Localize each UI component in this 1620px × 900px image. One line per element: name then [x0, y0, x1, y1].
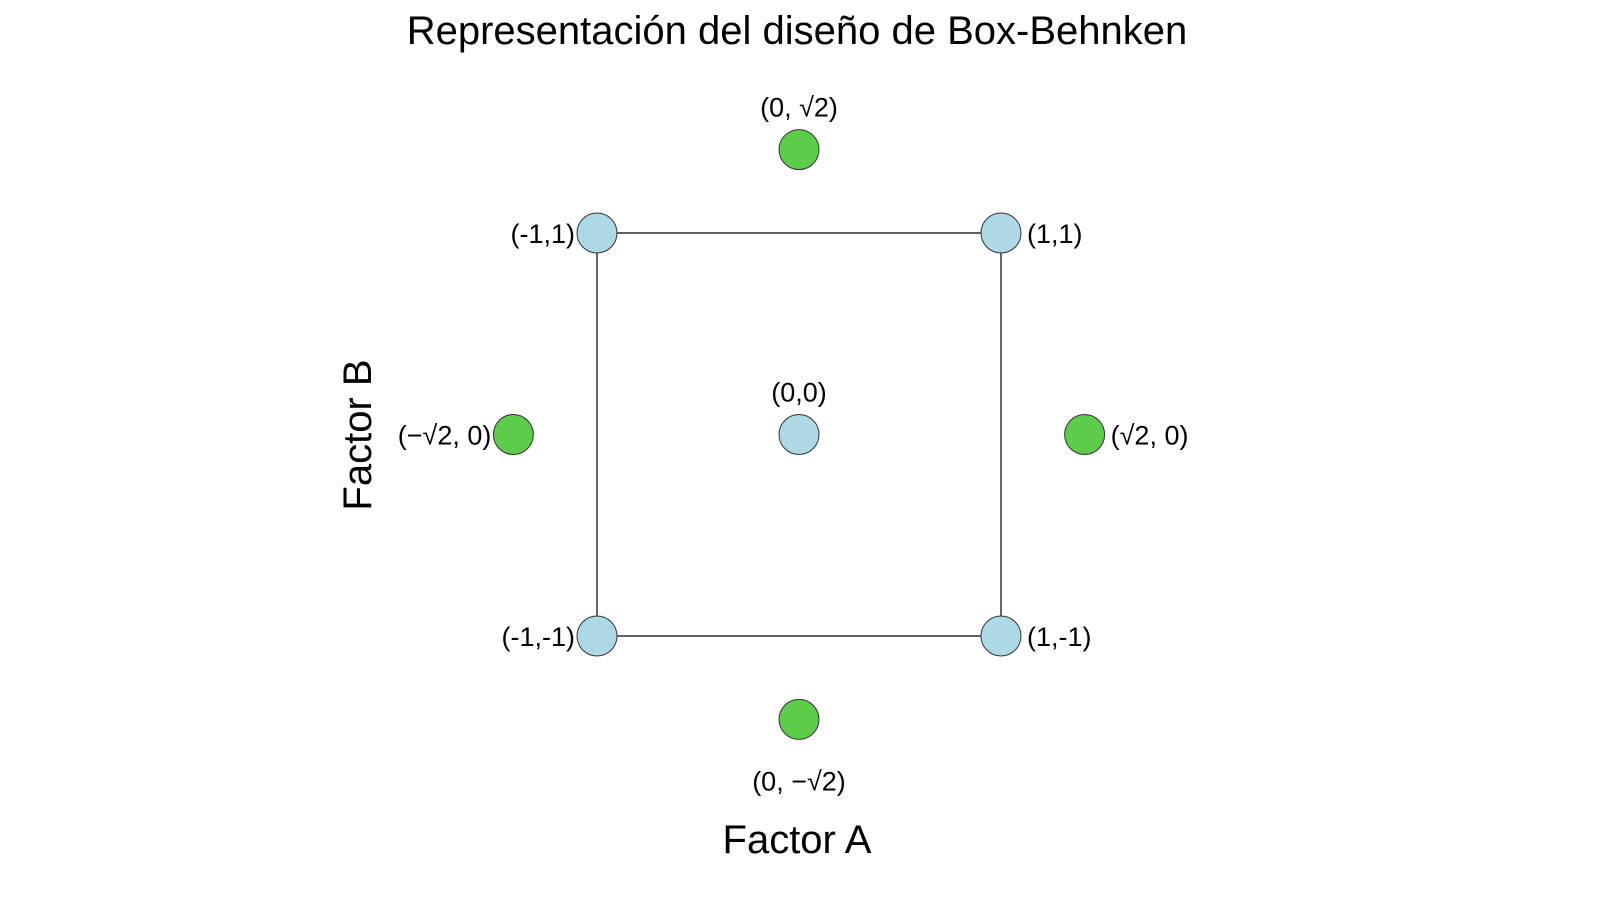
- factorial-point-1: [576, 212, 618, 254]
- axial-point-9: [1064, 414, 1106, 455]
- axial-point-6: [778, 129, 820, 171]
- y-axis-label: Factor B: [336, 359, 380, 510]
- factorial-point-5: [778, 414, 820, 455]
- factorial-point-2: [980, 212, 1022, 254]
- design-points: [492, 129, 1106, 740]
- point-label-7: (0, −√2): [752, 766, 846, 796]
- point-label-1: (-1,1): [510, 219, 575, 249]
- point-labels: (-1,1) (1,1) (-1,-1) (1,-1) (0,0) (0, √2) (0, …: [398, 93, 1189, 797]
- point-label-4: (1,-1): [1027, 622, 1092, 652]
- point-label-6: (0, √2): [760, 93, 838, 123]
- design-square: [596, 232, 1002, 637]
- factorial-point-3: [576, 615, 618, 657]
- point-label-3: (-1,-1): [502, 622, 576, 652]
- point-label-8: (−√2, 0): [398, 421, 492, 451]
- axial-point-7: [778, 698, 820, 740]
- point-label-9: (√2, 0): [1111, 421, 1189, 451]
- point-label-5: (0,0): [771, 378, 827, 408]
- point-label-2: (1,1): [1027, 219, 1083, 249]
- x-axis-label: Factor A: [723, 818, 872, 862]
- chart-title: Representación del diseño de Box-Behnken: [407, 9, 1188, 53]
- axial-point-8: [492, 414, 534, 455]
- factorial-point-4: [980, 615, 1022, 657]
